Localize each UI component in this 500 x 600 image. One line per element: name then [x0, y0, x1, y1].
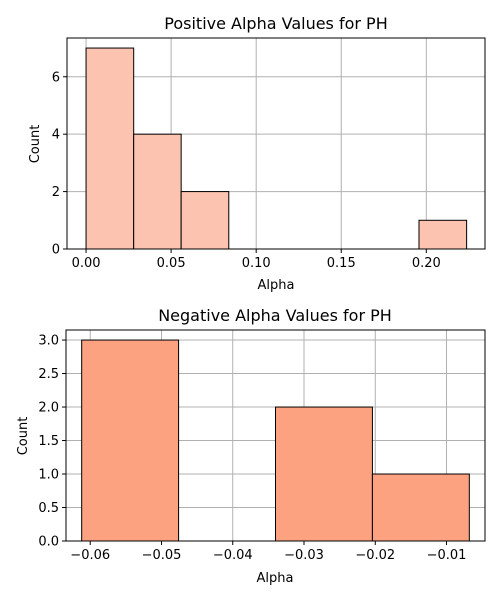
x-tick-label: 0.00 [72, 256, 101, 271]
histogram-bar [133, 133, 182, 250]
x-tick-label: −0.06 [70, 548, 110, 563]
y-tick-label: 0.5 [38, 501, 59, 516]
y-tick-label: 2 [52, 185, 60, 200]
chart-title: Negative Alpha Values for PH [158, 306, 392, 325]
y-tick-label: 2.0 [38, 401, 59, 416]
y-axis-label: Count [28, 125, 43, 164]
x-tick-label: −0.05 [142, 548, 182, 563]
plot-frame [66, 37, 486, 250]
x-axis-label: Alpha [257, 571, 294, 586]
x-tick-label: 0.20 [412, 256, 441, 271]
histogram-bar [371, 473, 470, 542]
histogram-bar [418, 219, 468, 250]
chart-title: Positive Alpha Values for PH [164, 14, 387, 33]
histogram-bar [81, 339, 180, 542]
x-tick-label: −0.03 [284, 548, 324, 563]
y-tick-label: 1.5 [38, 434, 59, 449]
y-tick-label: 0 [52, 243, 60, 258]
histogram-bar [275, 406, 373, 542]
positive-alpha-histogram: Positive Alpha Values for PH 0.00 0.05 0.1… [28, 14, 486, 293]
histogram-bar [180, 191, 230, 250]
x-tick-label: −0.04 [213, 548, 253, 563]
y-tick-label: 4 [52, 128, 60, 143]
y-tick-label: 3.0 [38, 334, 59, 349]
x-tick-label: 0.10 [242, 256, 271, 271]
plot-frame [65, 329, 486, 542]
x-axis-label: Alpha [258, 278, 295, 293]
x-tick-label: 0.05 [157, 256, 186, 271]
y-tick-label: 6 [52, 70, 60, 85]
histogram-bar [85, 47, 135, 250]
y-tick-label: 2.5 [38, 367, 59, 382]
negative-alpha-histogram: Negative Alpha Values for PH −0.06 −0.05 −… [16, 306, 486, 586]
x-tick-label: 0.15 [327, 256, 356, 271]
y-tick-label: 1.0 [38, 468, 59, 483]
y-tick-label: 0.0 [38, 535, 59, 550]
x-tick-label: −0.01 [427, 548, 467, 563]
y-axis-label: Count [16, 417, 31, 456]
x-tick-label: −0.02 [355, 548, 395, 563]
